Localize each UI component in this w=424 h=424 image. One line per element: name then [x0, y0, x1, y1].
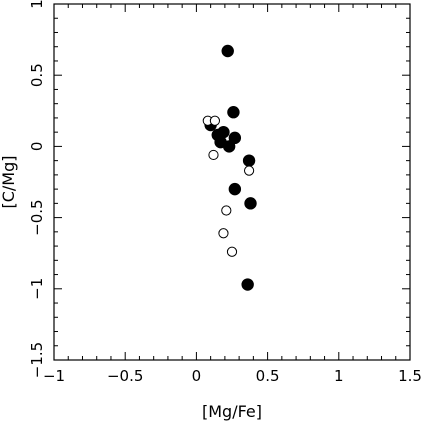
y-tick-label: −0.5: [28, 199, 46, 235]
y-tick-labels: −1.5 −1 −0.5 0 0.5 1: [28, 0, 46, 378]
filled-data-point: [221, 44, 234, 58]
plot-frame: [53, 3, 411, 361]
open-data-point: [208, 149, 219, 161]
x-tick-label: −1: [43, 367, 65, 385]
y-axis-label: [C/Mg]: [0, 155, 18, 208]
x-tick-label: 1: [334, 367, 344, 385]
x-axis-label: [Mg/Fe]: [202, 402, 262, 421]
open-data-point: [226, 246, 238, 257]
y-tick-label: 0.5: [28, 63, 46, 87]
y-tick-label: 0: [28, 142, 46, 152]
x-tick-label: 1.5: [398, 367, 422, 385]
filled-data-point: [222, 140, 236, 153]
filled-data-point: [241, 278, 254, 291]
filled-data-point: [227, 106, 240, 119]
x-tick-label: −0.5: [107, 367, 143, 385]
open-data-point: [218, 228, 229, 239]
filled-data-point: [244, 197, 257, 210]
y-tick-label: 1: [28, 0, 46, 9]
y-tick-label: −1: [28, 278, 46, 300]
open-data-point: [209, 115, 221, 126]
x-tick-label: 0: [192, 367, 202, 385]
tick-marks: [53, 3, 411, 361]
filled-data-point: [228, 182, 242, 196]
open-data-point: [221, 205, 232, 216]
filled-data-point: [228, 131, 242, 145]
y-tick-label: −1.5: [28, 342, 46, 378]
x-tick-labels: −1 −0.5 0 0.5 1 1.5: [43, 367, 422, 385]
open-data-point: [243, 165, 255, 176]
x-tick-label: 0.5: [256, 367, 280, 385]
filled-data-point: [242, 154, 256, 167]
data-points: [202, 44, 257, 291]
